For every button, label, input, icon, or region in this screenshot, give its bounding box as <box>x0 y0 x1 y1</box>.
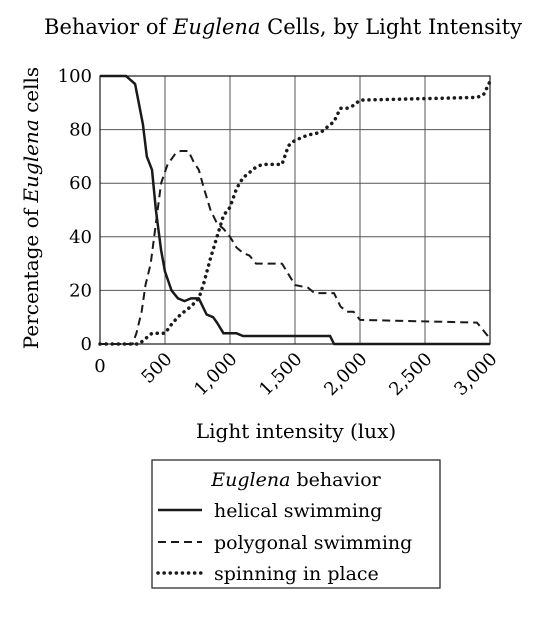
legend-title-part-1: Euglena <box>210 469 290 491</box>
y-tick-label-5: 100 <box>58 66 92 87</box>
y-tick-label-2: 40 <box>69 227 92 248</box>
x-tick-label-0: 0 <box>94 356 105 377</box>
y-tick-label-1: 20 <box>69 280 92 301</box>
y-tick-labels: 0 20 40 60 80 100 <box>58 66 92 355</box>
y-tick-label-0: 0 <box>81 334 92 355</box>
x-tick-label-5: 2,500 <box>385 349 436 400</box>
chart-title-part-1: Behavior of <box>44 15 173 39</box>
x-axis-label: Light intensity (lux) <box>196 419 396 443</box>
legend-title-part-2: behavior <box>290 469 381 491</box>
x-tick-label-6: 3,000 <box>450 349 501 400</box>
y-axis-label-part-3: cells <box>19 67 43 119</box>
x-tick-label-1: 500 <box>137 349 176 388</box>
y-tick-label-4: 80 <box>69 120 92 141</box>
chart-title: Behavior of Euglena Cells, by Light Inte… <box>44 15 522 39</box>
legend: Euglena behavior helical swimming polygo… <box>151 459 441 589</box>
series-line-spinning-in-place <box>98 79 492 346</box>
chart-title-part-3: Cells, by Light Intensity <box>260 15 522 39</box>
legend-label-helical: helical swimming <box>214 500 382 522</box>
series-line-polygonal-swimming <box>100 150 491 345</box>
x-tick-labels: 0 500 1,000 1,500 2,000 2,500 3,000 <box>94 349 501 400</box>
chart-title-part-2: Euglena <box>172 15 261 39</box>
y-tick-label-3: 60 <box>69 173 92 194</box>
legend-label-spinning: spinning in place <box>214 563 379 585</box>
legend-box <box>151 459 441 589</box>
legend-title: Euglena behavior <box>210 469 381 491</box>
legend-label-polygonal: polygonal swimming <box>214 532 412 554</box>
series-lines <box>98 74 492 346</box>
x-tick-label-3: 1,500 <box>255 349 306 400</box>
x-tick-label-2: 1,000 <box>190 349 241 400</box>
y-axis-label-part-1: Percentage of <box>19 203 43 350</box>
y-axis-label-part-2: Euglena <box>19 119 43 203</box>
plot-frame <box>99 75 491 345</box>
x-tick-label-4: 2,000 <box>320 349 371 400</box>
y-axis-label: Percentage of Euglena cells <box>19 67 43 349</box>
series-line-helical-swimming <box>100 74 490 346</box>
